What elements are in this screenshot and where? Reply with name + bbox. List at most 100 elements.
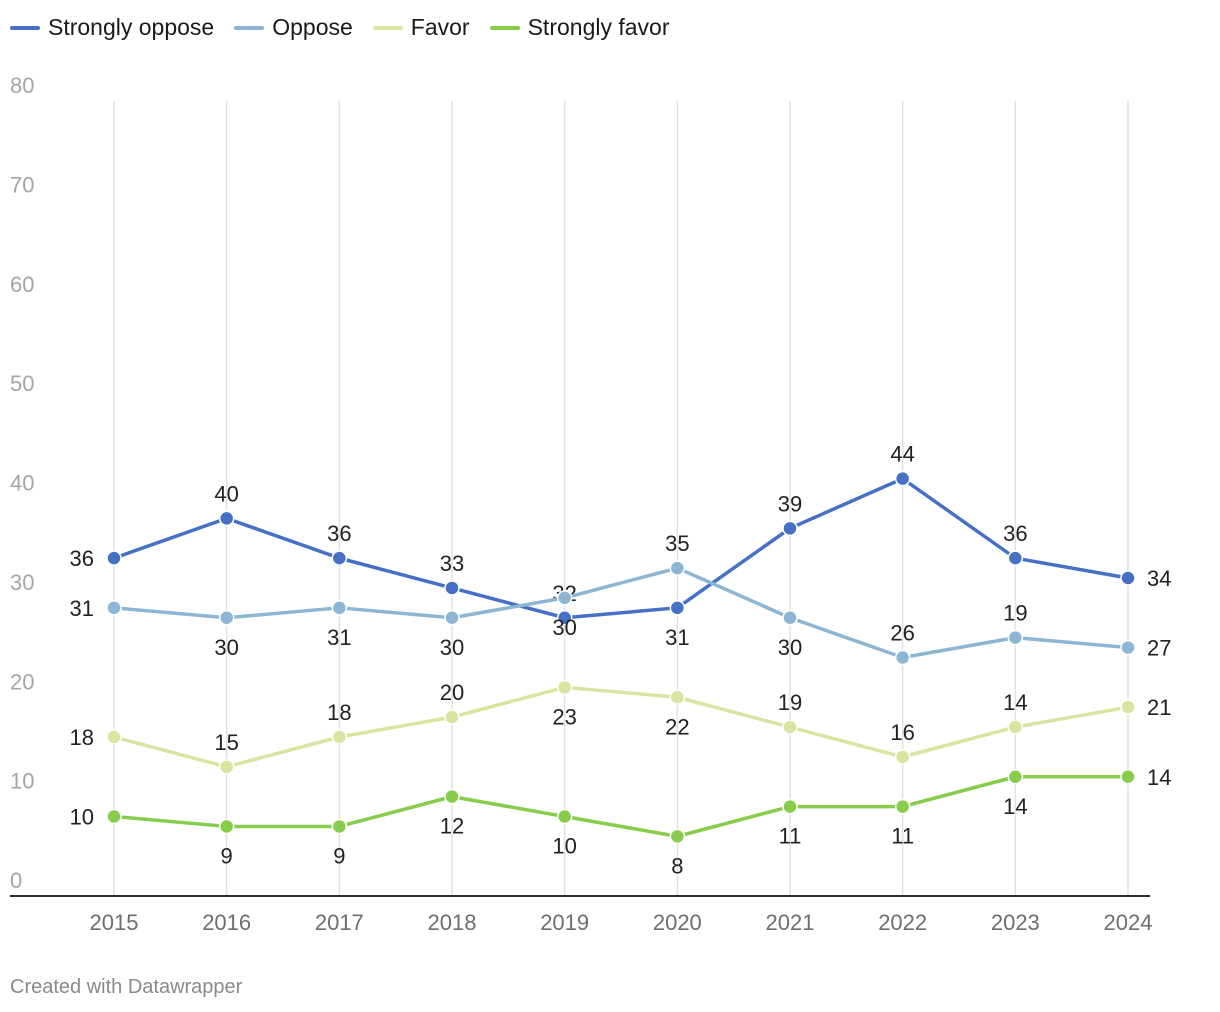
data-point-oppose-2020	[669, 560, 686, 576]
data-point-favor-2021	[782, 719, 798, 735]
data-point-strongly-favor-2017	[331, 818, 348, 835]
y-tick-70: 70	[10, 172, 34, 197]
legend-swatch-favor	[372, 25, 403, 30]
y-tick-20: 20	[10, 669, 34, 694]
data-point-oppose-2021	[782, 610, 798, 626]
data-point-strongly-favor-2019	[556, 808, 573, 825]
data-label-strongly-favor-2021: 11	[779, 824, 802, 849]
x-tick-2015: 2015	[90, 910, 139, 935]
data-point-strongly-oppose-2019	[556, 610, 573, 626]
data-point-favor-2016	[218, 759, 235, 775]
data-label-favor-2018: 20	[440, 680, 464, 705]
data-label-strongly-oppose-2015: 36	[70, 546, 94, 571]
data-label-strongly-favor-2024: 14	[1147, 765, 1171, 790]
legend-swatch-oppose	[234, 25, 265, 30]
x-tick-2018: 2018	[428, 910, 477, 935]
legend-item-favor: Favor	[372, 14, 470, 41]
series-line-strongly-favor	[112, 775, 1130, 839]
data-label-strongly-oppose-2017: 36	[327, 521, 351, 546]
data-label-favor-2019: 23	[552, 704, 576, 729]
x-tick-2020: 2020	[653, 910, 702, 935]
data-label-strongly-oppose-2021: 39	[778, 491, 802, 516]
data-label-favor-2024: 21	[1147, 695, 1171, 720]
data-label-favor-2022: 16	[890, 720, 914, 745]
series-line-strongly-oppose	[112, 476, 1130, 620]
data-point-strongly-oppose-2015	[106, 550, 122, 566]
data-point-strongly-favor-2018	[444, 788, 460, 805]
data-point-strongly-favor-2022	[894, 798, 911, 815]
x-tick-2019: 2019	[540, 910, 589, 935]
y-tick-80: 80	[10, 73, 34, 98]
data-point-strongly-oppose-2020	[669, 600, 686, 616]
data-label-strongly-favor-2019: 10	[552, 834, 576, 859]
legend-label-strongly-oppose: Strongly oppose	[48, 14, 215, 40]
series-line-oppose	[112, 566, 1130, 660]
data-label-oppose-2024: 27	[1147, 636, 1171, 661]
y-tick-50: 50	[10, 371, 34, 396]
data-point-strongly-oppose-2023	[1007, 550, 1024, 566]
data-label-oppose-2015: 31	[70, 596, 94, 621]
data-label-oppose-2019: 30	[552, 615, 576, 640]
x-tick-2024: 2024	[1104, 910, 1153, 935]
x-tick-2016: 2016	[202, 910, 251, 935]
data-point-oppose-2017	[331, 600, 348, 616]
data-label-favor-2021: 19	[778, 690, 802, 715]
data-label-strongly-favor-2018: 12	[440, 814, 464, 839]
data-label-oppose-2021: 30	[778, 635, 802, 660]
data-point-favor-2023	[1007, 719, 1024, 735]
x-tick-2021: 2021	[766, 910, 815, 935]
x-tick-2022: 2022	[878, 910, 927, 935]
data-label-favor-2023: 14	[1003, 690, 1027, 715]
y-tick-30: 30	[10, 570, 34, 595]
legend-item-strongly-oppose: Strongly oppose	[10, 14, 214, 41]
data-label-oppose-2023: 19	[1003, 601, 1027, 626]
data-label-strongly-favor-2020: 8	[671, 853, 683, 878]
data-label-strongly-favor-2017: 9	[333, 843, 345, 868]
data-label-oppose-2020: 35	[665, 531, 689, 556]
data-label-favor-2015: 18	[70, 725, 94, 750]
data-point-favor-2024	[1120, 699, 1136, 715]
data-point-strongly-favor-2023	[1007, 769, 1024, 785]
data-label-strongly-oppose-2022: 44	[890, 442, 914, 467]
legend-swatch-strongly-favor	[489, 25, 520, 30]
data-label-strongly-oppose-2016: 40	[214, 481, 238, 506]
legend-label-favor: Favor	[410, 14, 470, 40]
y-tick-60: 60	[10, 272, 34, 297]
data-point-strongly-favor-2020	[669, 828, 686, 845]
series-line-favor	[112, 685, 1130, 769]
datawrapper-credit: Created with Datawrapper	[10, 976, 243, 998]
legend-item-strongly-favor: Strongly favor	[489, 14, 670, 41]
data-point-oppose-2016	[218, 610, 235, 626]
data-point-strongly-oppose-2017	[331, 550, 348, 566]
data-point-oppose-2015	[106, 600, 122, 616]
data-point-favor-2019	[556, 679, 573, 696]
data-label-favor-2016: 15	[214, 730, 238, 755]
data-point-oppose-2024	[1120, 639, 1136, 656]
data-point-strongly-oppose-2021	[782, 520, 798, 537]
data-label-strongly-oppose-2020: 31	[665, 625, 689, 650]
data-point-favor-2018	[444, 709, 460, 725]
legend-label-oppose: Oppose	[272, 14, 353, 40]
data-point-strongly-oppose-2022	[894, 470, 911, 487]
data-label-favor-2017: 18	[327, 700, 351, 725]
data-label-oppose-2018: 30	[440, 635, 464, 660]
legend-swatch-strongly-oppose	[10, 25, 40, 30]
data-point-oppose-2022	[894, 649, 911, 666]
data-point-oppose-2019	[556, 590, 573, 606]
data-point-oppose-2023	[1007, 629, 1024, 646]
data-label-strongly-favor-2015: 10	[70, 805, 94, 830]
data-point-favor-2017	[331, 729, 348, 745]
x-tick-2017: 2017	[315, 910, 364, 935]
y-tick-10: 10	[10, 769, 34, 794]
data-point-favor-2022	[894, 749, 911, 765]
legend-label-strongly-favor: Strongly favor	[527, 14, 670, 40]
data-label-oppose-2016: 30	[214, 635, 238, 660]
data-label-strongly-oppose-2018: 33	[440, 551, 464, 576]
data-point-strongly-favor-2016	[218, 818, 235, 835]
data-point-strongly-oppose-2018	[444, 580, 460, 596]
y-tick-0: 0	[10, 868, 22, 893]
data-label-favor-2020: 22	[665, 714, 689, 739]
data-label-strongly-favor-2023: 14	[1003, 794, 1027, 819]
data-point-strongly-favor-2015	[106, 808, 122, 825]
